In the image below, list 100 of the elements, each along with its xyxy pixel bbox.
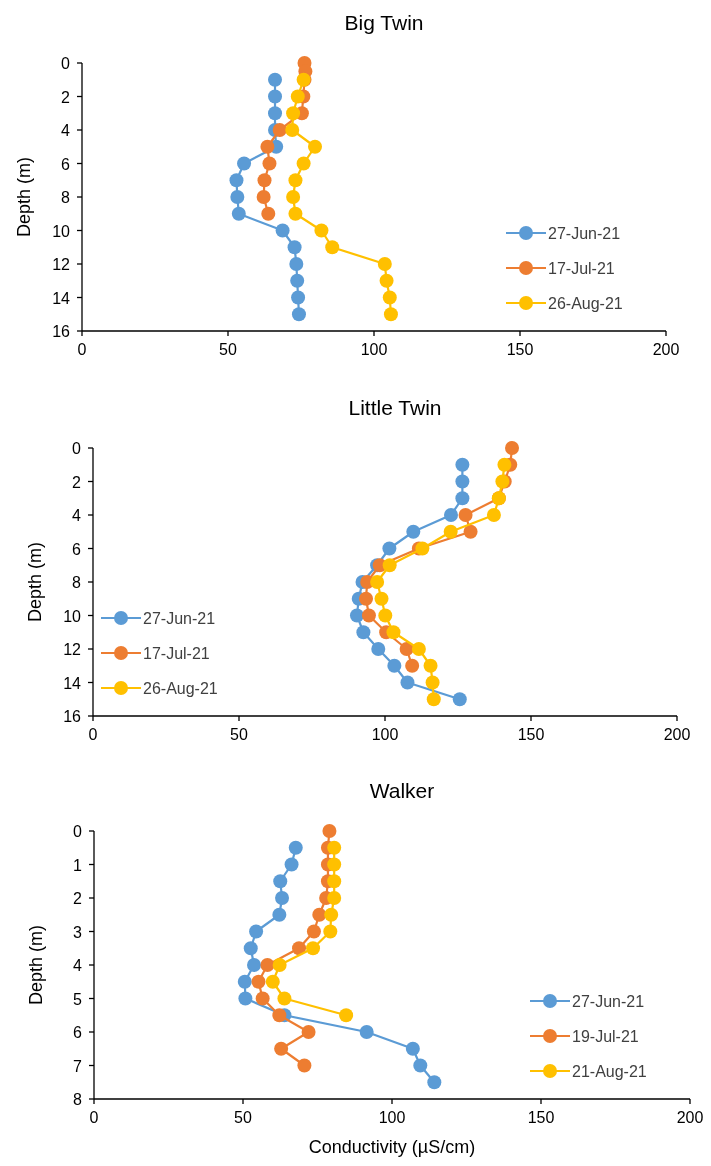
legend-label: 26-Aug-21	[143, 680, 218, 697]
point	[275, 223, 290, 238]
y-tick-label: 4	[73, 957, 83, 974]
point	[231, 206, 246, 221]
x-tick-label: 200	[663, 726, 691, 743]
point	[427, 1075, 442, 1090]
point	[288, 840, 303, 855]
y-tick-label: 6	[61, 155, 71, 173]
x-tick-label: 100	[378, 1109, 406, 1126]
y-tick-label: 16	[63, 708, 82, 725]
y-tick-label: 0	[73, 823, 83, 840]
legend-label: 21-Aug-21	[572, 1063, 647, 1080]
x-tick-label: 200	[676, 1109, 704, 1126]
y-tick-label: 1	[73, 856, 83, 874]
legend-label: 27-Jun-21	[143, 610, 216, 627]
point	[378, 608, 393, 623]
point	[265, 974, 280, 989]
point	[229, 173, 244, 188]
x-tick-label: 150	[527, 1109, 555, 1126]
point	[374, 591, 389, 606]
point	[406, 524, 421, 539]
point	[251, 974, 266, 989]
y-tick-label: 3	[73, 923, 83, 941]
y-tick-label: 2	[72, 473, 82, 491]
point	[324, 907, 339, 922]
point	[314, 223, 329, 238]
point	[405, 658, 420, 673]
point	[275, 891, 290, 905]
y-tick-label: 14	[63, 674, 82, 692]
point	[455, 457, 470, 472]
point	[386, 625, 401, 640]
x-tick-label: 0	[89, 1109, 99, 1126]
point	[370, 575, 385, 589]
point	[505, 441, 520, 455]
point	[371, 642, 386, 656]
point	[306, 941, 321, 956]
point	[291, 290, 306, 305]
point	[411, 642, 426, 656]
point	[284, 857, 299, 872]
point	[256, 190, 271, 204]
point	[272, 907, 287, 922]
point	[359, 1025, 374, 1039]
point	[297, 1058, 312, 1073]
point	[327, 891, 342, 905]
x-tick-label: 100	[360, 341, 388, 358]
point	[323, 924, 338, 939]
point	[301, 1025, 316, 1039]
point	[379, 273, 394, 288]
point	[382, 558, 397, 573]
y-tick-label: 5	[73, 990, 83, 1008]
y-axis-title: Depth (m)	[14, 156, 34, 238]
point	[243, 941, 258, 956]
point	[292, 941, 307, 956]
x-tick-label: 100	[371, 726, 399, 743]
point	[356, 625, 371, 640]
y-tick-label: 14	[52, 289, 71, 307]
y-tick-label: 16	[52, 323, 71, 340]
x-tick-label: 200	[652, 341, 680, 358]
y-tick-label: 12	[52, 256, 71, 273]
point	[272, 123, 287, 137]
point	[327, 840, 342, 855]
point	[274, 1041, 289, 1056]
point	[286, 190, 301, 204]
y-tick-label: 6	[72, 540, 82, 558]
x-axis-title: Conductivity (µS/cm)	[308, 1137, 476, 1157]
point	[262, 156, 277, 171]
point	[413, 1058, 428, 1073]
point	[327, 857, 342, 872]
point	[288, 173, 303, 188]
point	[238, 991, 253, 1006]
point	[377, 257, 392, 271]
point	[237, 974, 252, 989]
x-tick-label: 150	[506, 341, 534, 358]
point	[296, 156, 311, 171]
chart-title: Little Twin	[348, 396, 442, 419]
point	[268, 89, 283, 104]
point	[237, 156, 252, 171]
y-axis-title: Depth (m)	[26, 924, 46, 1006]
point	[463, 524, 478, 539]
y-tick-label: 0	[72, 440, 82, 457]
y-tick-label: 0	[61, 55, 71, 72]
point	[339, 1008, 354, 1023]
x-tick-label: 50	[230, 726, 248, 743]
y-tick-label: 2	[73, 890, 83, 907]
y-tick-label: 7	[73, 1057, 83, 1075]
point	[230, 190, 245, 204]
point	[349, 608, 364, 623]
point	[455, 491, 470, 506]
point	[415, 541, 430, 556]
point	[260, 139, 275, 154]
y-tick-label: 12	[63, 641, 82, 658]
point	[289, 257, 304, 271]
legend-label: 27-Jun-21	[572, 993, 645, 1010]
x-tick-label: 150	[517, 726, 545, 743]
point	[387, 658, 402, 673]
chart-title: Big Twin	[344, 11, 424, 34]
y-tick-label: 4	[61, 122, 71, 139]
point	[359, 591, 374, 606]
point	[308, 139, 323, 154]
point	[286, 106, 301, 121]
